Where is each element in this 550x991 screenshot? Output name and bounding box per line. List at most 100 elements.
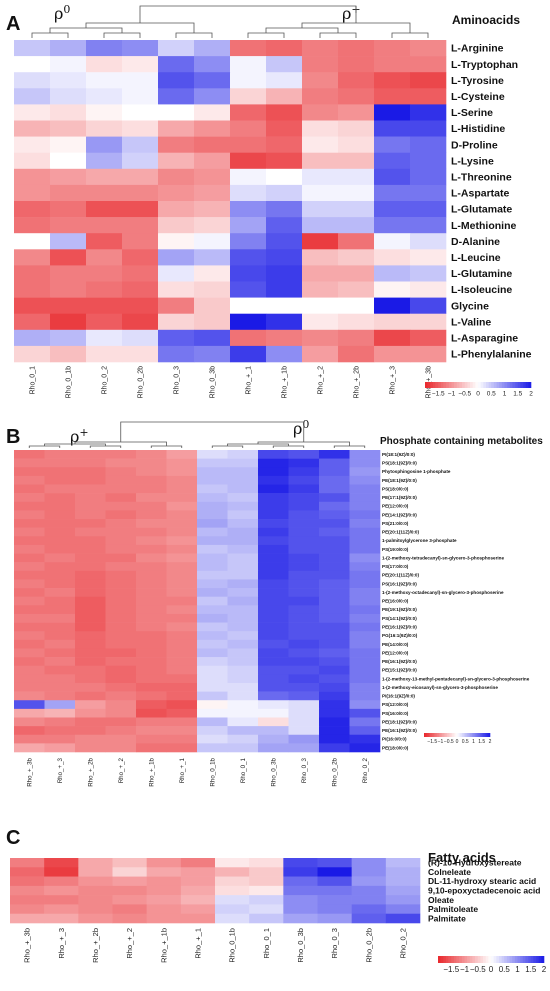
heatmap-cell	[288, 700, 320, 710]
heatmap-cell	[410, 281, 447, 298]
heatmap-cell	[288, 553, 320, 563]
heatmap-cell	[302, 297, 339, 314]
heatmap-cell	[349, 708, 381, 718]
heatmap-cell	[44, 648, 76, 658]
heatmap-cell	[227, 657, 259, 667]
legend-swatch	[522, 956, 526, 963]
heatmap-cell	[283, 913, 318, 924]
heatmap-cell	[50, 152, 87, 170]
heatmap-cell	[258, 622, 289, 632]
legend-tick-label: 1.5	[513, 391, 522, 398]
heatmap-cell	[197, 605, 228, 615]
heatmap-cell	[338, 120, 375, 137]
heatmap-cell	[14, 726, 45, 736]
heatmap-cell	[86, 40, 123, 57]
heatmap-cell	[86, 249, 123, 266]
legend-swatch	[437, 733, 440, 737]
heatmap-cell	[227, 691, 259, 701]
heatmap-cell	[194, 217, 231, 234]
heatmap-cell	[50, 120, 87, 137]
heatmap-cell	[14, 281, 51, 298]
legend-tick-label: −1.5	[443, 965, 459, 974]
heatmap-cell	[50, 281, 87, 298]
panel-b-group-rhoplus: ρ+	[70, 426, 89, 446]
legend-swatch	[481, 733, 484, 737]
heatmap-cell	[44, 876, 79, 887]
legend-swatch	[461, 733, 464, 737]
heatmap-cell	[374, 249, 411, 266]
heatmap-cell	[105, 562, 137, 572]
row-label: PI(16:0/0:0)	[382, 737, 407, 742]
heatmap-cell	[338, 265, 375, 282]
row-label: L-Histidine	[451, 123, 505, 135]
heatmap-cell	[136, 458, 167, 468]
heatmap-cell	[230, 281, 267, 298]
heatmap-cell	[136, 570, 167, 580]
heatmap-cell	[105, 717, 137, 727]
legend-tick-label: −1.5	[427, 739, 437, 745]
heatmap-cell	[136, 691, 167, 701]
legend-tick-label: 0	[489, 965, 494, 974]
legend-tick-label: 2	[489, 739, 492, 745]
heatmap-cell	[302, 56, 339, 73]
heatmap-cell	[14, 136, 51, 153]
heatmap-cell	[75, 708, 106, 718]
heatmap-cell	[122, 297, 159, 314]
heatmap-cell	[105, 708, 137, 718]
heatmap-cell	[283, 904, 318, 915]
row-label: 1-(2-methoxy-tetradecanyl)-sn-glycero-3-…	[382, 555, 504, 560]
legend-swatch	[483, 956, 486, 963]
heatmap-cell	[197, 682, 228, 692]
legend-swatch	[525, 382, 529, 388]
heatmap-cell	[258, 562, 289, 572]
heatmap-cell	[338, 88, 375, 105]
legend-swatch	[501, 382, 505, 388]
heatmap-cell	[230, 40, 267, 57]
heatmap-cell	[302, 40, 339, 57]
column-label: Rho_0_2	[101, 366, 108, 395]
legend-tick-label: −0.5	[470, 965, 486, 974]
heatmap-cell	[258, 639, 289, 649]
heatmap-cell	[319, 544, 350, 554]
heatmap-cell	[158, 281, 195, 298]
column-label: Rho_0_1b	[228, 928, 237, 963]
legend-swatch	[493, 382, 497, 388]
legend-tick-label: 0	[456, 739, 459, 745]
heatmap-cell	[158, 313, 195, 331]
heatmap-cell	[227, 708, 259, 718]
heatmap-cell	[44, 682, 76, 692]
heatmap-cell	[86, 329, 123, 347]
heatmap-cell	[122, 168, 159, 186]
row-label: L-Lysine	[451, 155, 494, 167]
column-label: Rho_+_1	[245, 366, 252, 395]
heatmap-cell	[227, 467, 259, 477]
heatmap-cell	[136, 579, 167, 589]
heatmap-cell	[50, 168, 87, 186]
heatmap-cell	[258, 708, 289, 718]
column-label: Rho_0_2b	[364, 928, 373, 963]
heatmap-cell	[227, 579, 259, 589]
heatmap-cell	[86, 136, 123, 153]
heatmap-cell	[146, 895, 182, 905]
heatmap-cell	[180, 885, 216, 896]
legend-swatch	[427, 733, 430, 737]
heatmap-cell	[44, 501, 76, 511]
row-label: L-Arginine	[451, 43, 504, 55]
row-label: PE(12:0/0:0)	[382, 504, 409, 509]
row-label: L-Phenylalanine	[451, 349, 532, 361]
heatmap-cell	[319, 605, 350, 615]
heatmap-cell	[75, 665, 106, 675]
heatmap-cell	[10, 858, 45, 868]
heatmap-cell	[258, 588, 289, 597]
heatmap-cell	[75, 726, 106, 736]
heatmap-cell	[44, 450, 76, 459]
heatmap-cell	[302, 217, 339, 234]
heatmap-cell	[288, 475, 320, 485]
heatmap-cell	[166, 734, 198, 744]
heatmap-cell	[136, 648, 167, 658]
row-label: PE(14:1(9Z)/0:0)	[382, 512, 417, 517]
heatmap-cell	[166, 596, 198, 606]
legend-swatch	[443, 733, 446, 737]
heatmap-cell	[288, 493, 320, 503]
column-label: Rho_+_2b	[87, 757, 94, 786]
